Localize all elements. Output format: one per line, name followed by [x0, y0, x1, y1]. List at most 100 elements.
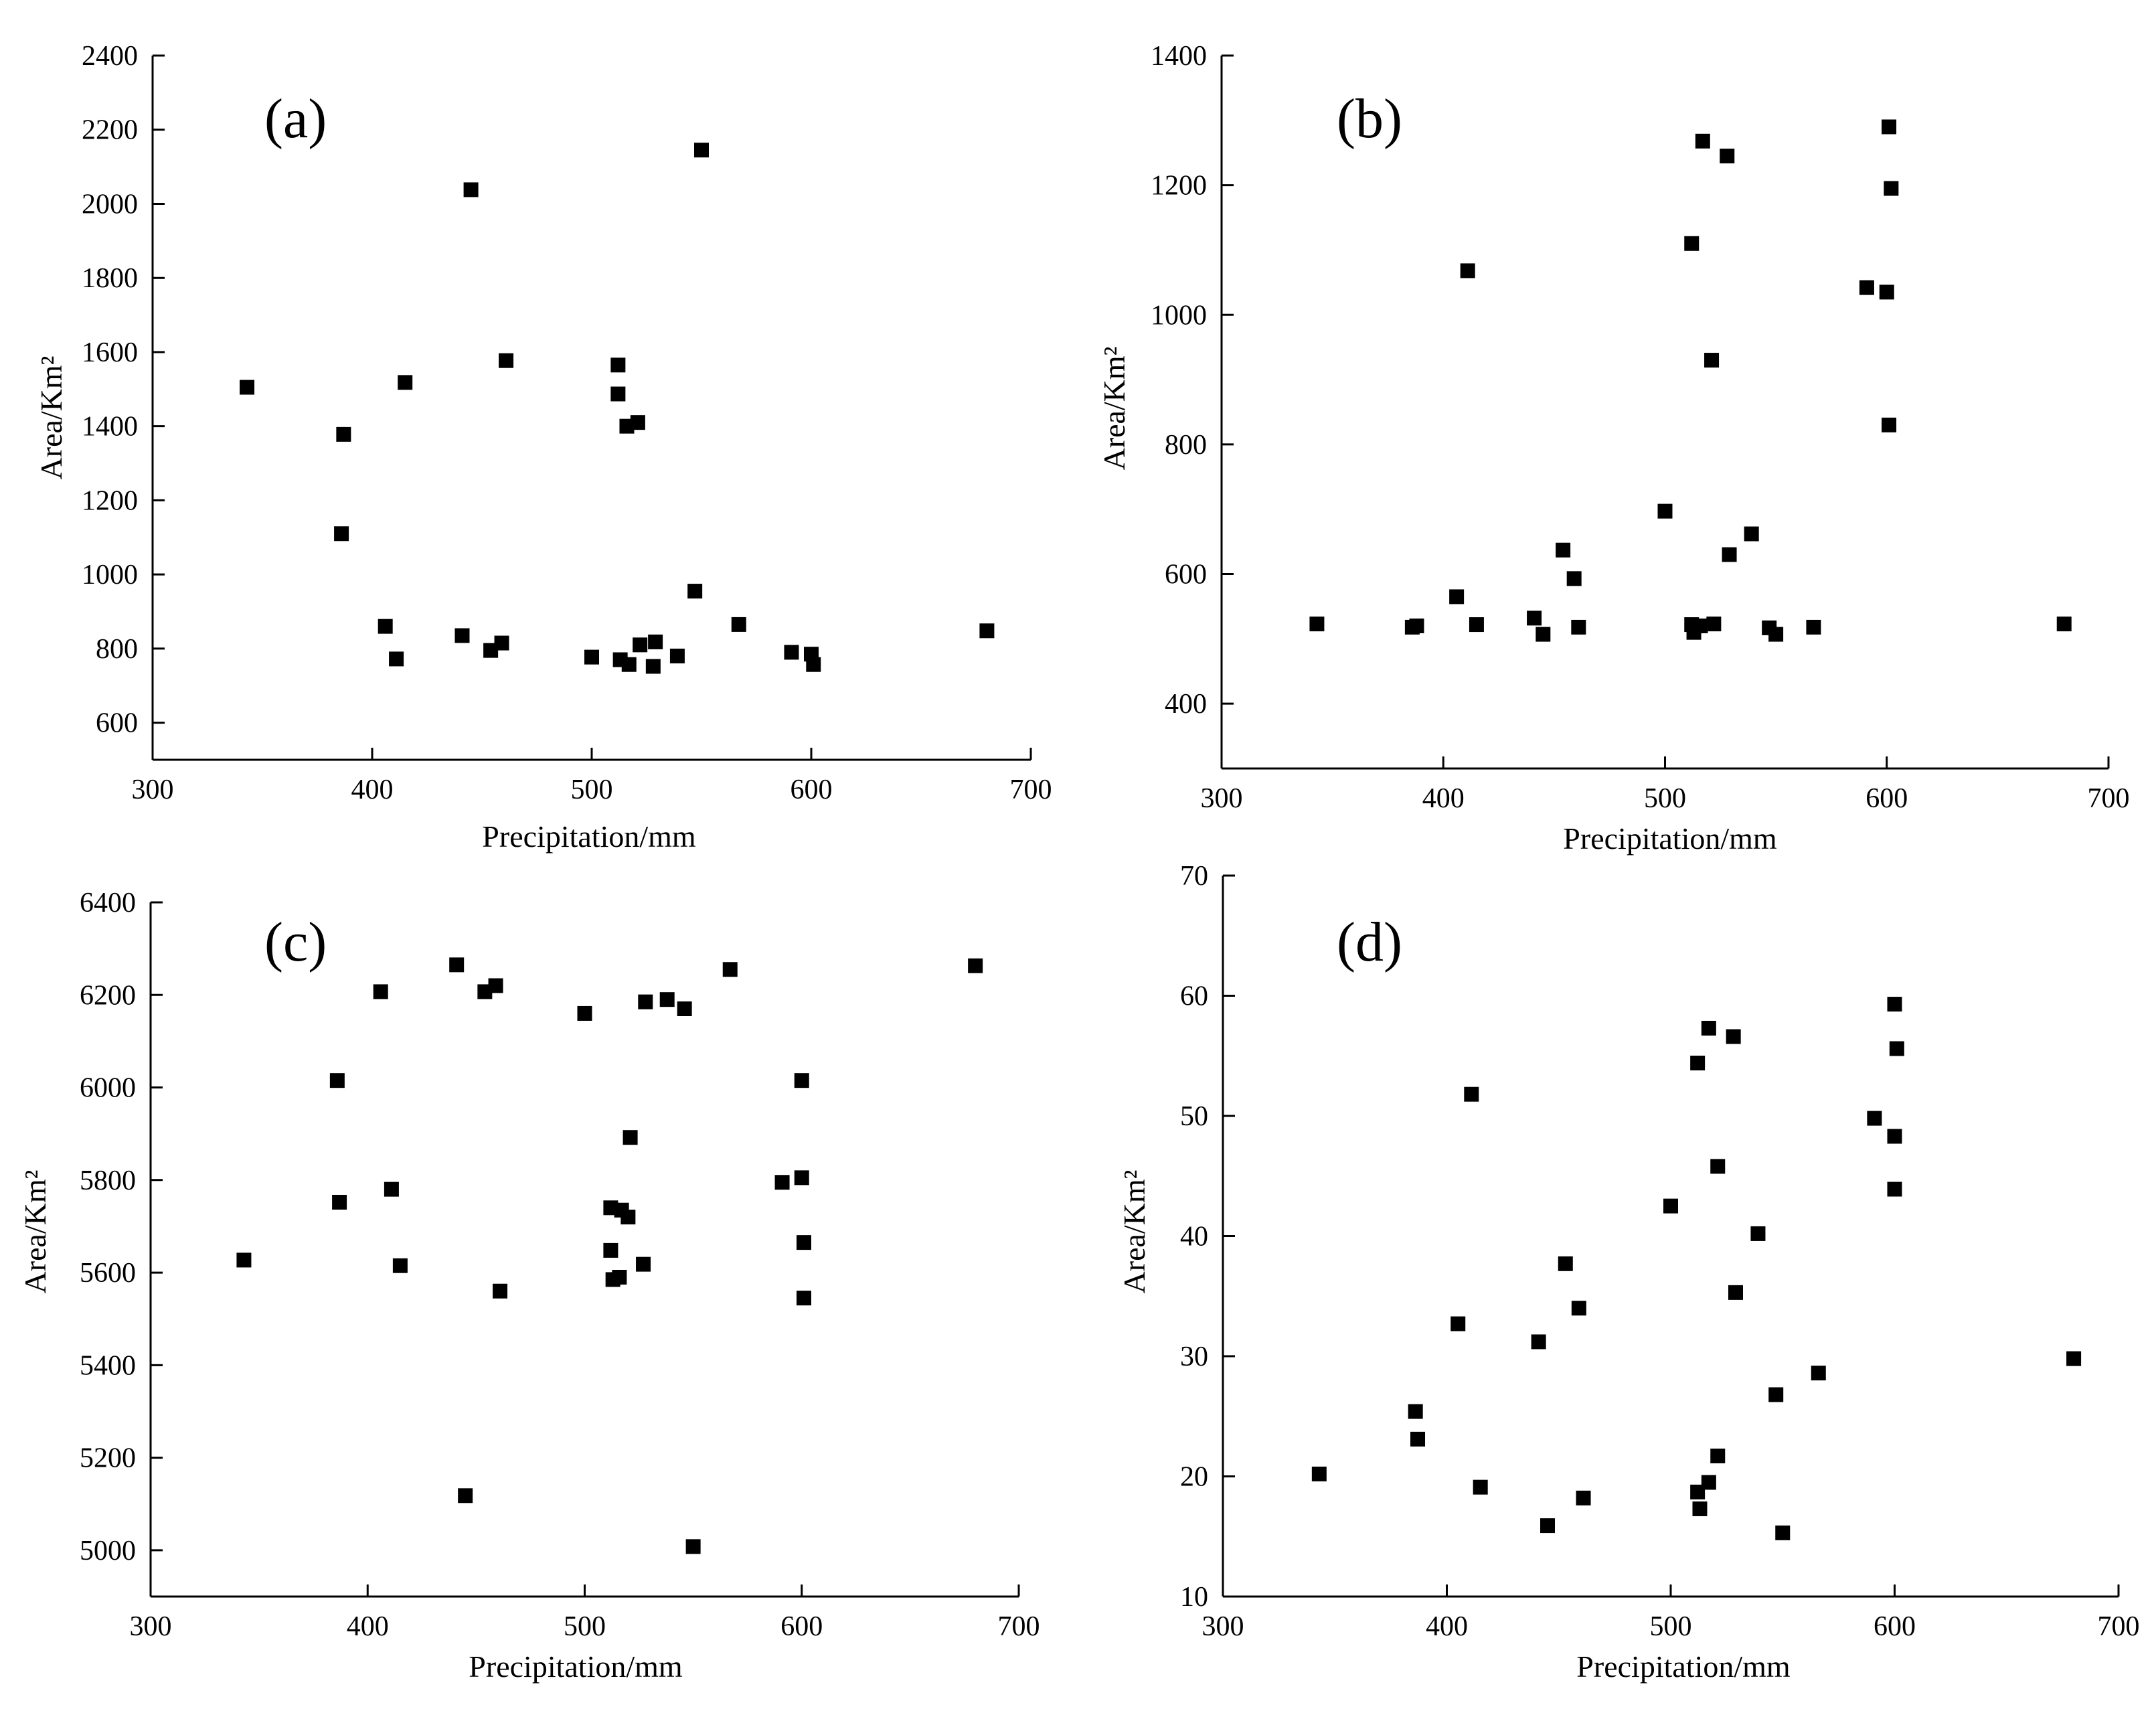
- panel-b-data-point-7: [1536, 627, 1551, 642]
- panel-b-y-tick-label-1000: 1000: [1151, 300, 1207, 331]
- panel-a-data-point-19: [645, 659, 661, 674]
- panel-a-y-tick-label-1200: 1200: [82, 485, 138, 516]
- panel-d-data-point-29: [1889, 1041, 1904, 1056]
- panel-b-data-point-15: [1693, 619, 1708, 633]
- panel-c-data-point-2: [332, 1194, 347, 1210]
- panel-c-data-point-19: [636, 1256, 651, 1272]
- panel-b-y-tick-label-400: 400: [1165, 689, 1207, 720]
- panel-b-data-point-17: [1704, 353, 1720, 368]
- panel-c-data-point-11: [577, 1005, 592, 1021]
- panel-d-data-point-5: [1473, 1479, 1488, 1495]
- panel-c-y-tick-label-5800: 5800: [80, 1165, 136, 1196]
- panel-c-y-tick-label-6000: 6000: [80, 1073, 136, 1104]
- panel-a-data-point-13: [610, 386, 626, 402]
- panel-d-data-point-11: [1663, 1198, 1678, 1214]
- panel-d-data-point-26: [1887, 997, 1902, 1012]
- panel-c-data-point-17: [620, 1210, 636, 1225]
- panel-a-data-point-2: [336, 426, 351, 442]
- panel-b-y-tick-label-600: 600: [1165, 560, 1207, 590]
- panel-b-x-tick-label-600: 600: [1865, 783, 1908, 814]
- panel-c-data-point-10: [493, 1283, 508, 1299]
- panel-a-y-tick-label-2000: 2000: [82, 189, 138, 220]
- panel-a-data-point-11: [584, 649, 599, 665]
- panel-c-y-tick-label-6400: 6400: [80, 888, 136, 918]
- panel-d-data-point-0: [1311, 1466, 1327, 1481]
- panel-c-data-point-18: [623, 1130, 638, 1145]
- panel-a-data-point-7: [463, 182, 479, 197]
- panel-a-data-point-1: [334, 526, 349, 542]
- panel-c-y-tick-label-5200: 5200: [80, 1443, 136, 1474]
- panel-d-xlabel: Precipitation/mm: [1576, 1649, 1791, 1684]
- panel-d-data-point-14: [1692, 1501, 1708, 1516]
- panel-c-data-point-23: [685, 1539, 701, 1554]
- panel-b-data-point-6: [1527, 611, 1542, 626]
- panel-a-data-point-5: [398, 375, 413, 390]
- panel-d-data-point-23: [1775, 1525, 1791, 1540]
- panel-a-y-tick-label-600: 600: [96, 708, 138, 739]
- panel-a-y-tick-label-1800: 1800: [82, 263, 138, 294]
- panel-d-x-tick-label-500: 500: [1650, 1611, 1692, 1642]
- panel-c-data-point-15: [612, 1269, 627, 1285]
- panel-d-y-tick-label-40: 40: [1180, 1222, 1208, 1252]
- panel-a-x-tick-label-500: 500: [571, 775, 613, 805]
- panel-d-data-point-1: [1408, 1404, 1423, 1419]
- panel-d-data-point-3: [1450, 1316, 1466, 1331]
- panel-b-data-point-21: [1744, 526, 1759, 542]
- panel-d-y-tick-label-10: 10: [1180, 1582, 1208, 1613]
- panel-b-data-point-19: [1720, 149, 1735, 164]
- panel-a-label: (a): [264, 88, 327, 150]
- panel-c-data-point-7: [458, 1488, 473, 1503]
- panel-b-data-point-26: [1879, 284, 1894, 300]
- panel-a-y-tick-label-1000: 1000: [82, 560, 138, 590]
- panel-d-data-point-28: [1887, 1129, 1902, 1144]
- panel-a-data-point-3: [378, 619, 393, 634]
- panel-a-data-point-23: [694, 143, 709, 158]
- panel-c-xlabel: Precipitation/mm: [469, 1649, 683, 1684]
- panel-d-data-point-17: [1710, 1448, 1726, 1463]
- panel-d-data-point-12: [1690, 1056, 1706, 1071]
- panel-b-data-point-9: [1566, 571, 1582, 586]
- panel-d-y-tick-label-60: 60: [1180, 981, 1208, 1012]
- panel-c-data-point-1: [329, 1073, 345, 1088]
- panel-c-data-point-5: [392, 1258, 408, 1273]
- panel-c-x-tick-label-700: 700: [998, 1611, 1040, 1642]
- panel-b-data-point-30: [2056, 617, 2072, 632]
- panel-d-data-point-8: [1558, 1256, 1573, 1271]
- panel-b-data-point-12: [1684, 236, 1699, 251]
- panel-c-x-tick-label-600: 600: [780, 1611, 823, 1642]
- panel-a-data-point-0: [240, 380, 255, 395]
- panel-d-data-point-25: [1867, 1111, 1882, 1126]
- panel-d-data-point-22: [1768, 1387, 1784, 1402]
- panel-b-data-point-2: [1409, 619, 1424, 633]
- panel-b-label: (b): [1337, 88, 1402, 150]
- panel-a: (a) Precipitation/mm Area/Km² 300 400 500 6…: [34, 41, 1052, 853]
- panel-a-y-tick-label-2200: 2200: [82, 115, 138, 146]
- panel-c-y-tick-label-5600: 5600: [80, 1258, 136, 1289]
- panel-a-x-tick-label-700: 700: [1010, 775, 1052, 805]
- panel-c-label: (c): [264, 911, 327, 973]
- panel-b-data-point-8: [1556, 542, 1571, 558]
- panel-a-x-tick-label-400: 400: [351, 775, 394, 805]
- panel-b-data-point-23: [1768, 627, 1784, 642]
- panel-a-data-point-20: [648, 634, 663, 649]
- panel-c-data-point-9: [488, 978, 503, 993]
- panel-c-x-tick-label-300: 300: [130, 1611, 172, 1642]
- panel-b-y-tick-label-1200: 1200: [1151, 171, 1207, 201]
- panel-d-data-point-21: [1750, 1226, 1766, 1241]
- panel-c-x-tick-label-400: 400: [347, 1611, 389, 1642]
- panel-c-data-point-20: [638, 994, 653, 1009]
- panel-b-data-point-29: [1884, 181, 1899, 196]
- panel-b-x-tick-label-400: 400: [1422, 783, 1465, 814]
- panel-d-data-point-20: [1728, 1285, 1744, 1300]
- panel-d-ylabel: Area/Km²: [1117, 1170, 1151, 1294]
- panel-d-data-point-10: [1576, 1490, 1591, 1505]
- panel-c-data-point-28: [796, 1291, 811, 1306]
- panel-c-data-point-30: [968, 958, 983, 973]
- panel-a-data-point-24: [731, 617, 746, 632]
- panel-c-y-tick-label-6200: 6200: [80, 980, 136, 1011]
- panel-d-data-point-27: [1887, 1182, 1902, 1197]
- panel-a-y-tick-label-1400: 1400: [82, 412, 138, 442]
- panel-a-y-tick-label-800: 800: [96, 634, 138, 665]
- panel-d-data-point-16: [1701, 1475, 1716, 1490]
- panel-b-data-point-20: [1722, 547, 1737, 562]
